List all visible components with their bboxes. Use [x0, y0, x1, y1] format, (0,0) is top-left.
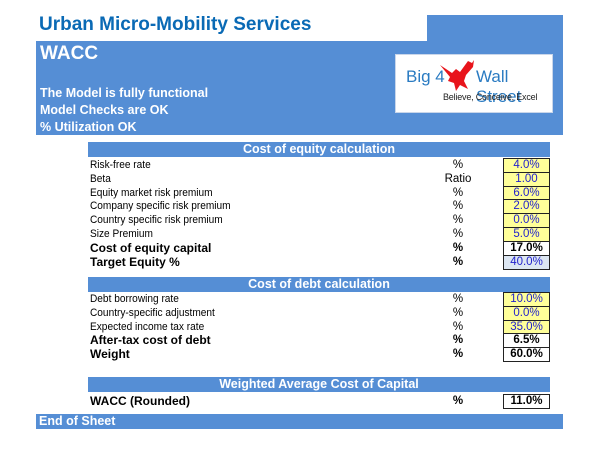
equity-row: Company specific risk premium% 2.0% — [88, 199, 550, 215]
row-unit: Ratio — [444, 172, 472, 185]
row-label: Weight — [90, 347, 130, 362]
equity-row: Cost of equity capital% 17.0% — [88, 240, 550, 256]
row-label: Cost of equity capital — [90, 240, 212, 255]
equity-row: Size Premium% 5.0% — [88, 227, 550, 242]
status-utilization: % Utilization OK — [40, 120, 137, 134]
row-unit: % — [452, 320, 464, 333]
row-unit: % — [452, 395, 464, 407]
row-label: Size Premium — [90, 228, 153, 240]
wacc-row: WACC (Rounded)% 11.0% — [88, 394, 550, 409]
equity-row: Target Equity %% 40.0% — [88, 254, 550, 270]
row-value-cell[interactable]: 10.0% — [503, 292, 550, 307]
row-value-cell: 40.0% — [503, 254, 550, 270]
row-label: Expected income tax rate — [90, 320, 205, 333]
row-unit: % — [452, 214, 464, 227]
row-unit: % — [452, 186, 464, 199]
status-model-checks: Model Checks are OK — [40, 103, 169, 117]
row-value-cell[interactable]: 0.0% — [503, 305, 550, 321]
row-unit: % — [452, 334, 464, 347]
row-value-cell[interactable]: 2.0% — [503, 199, 550, 215]
row-unit: % — [452, 241, 464, 254]
sheet-title: WACC — [40, 43, 99, 64]
row-value-cell[interactable]: 0.0% — [503, 213, 550, 229]
row-label: After-tax cost of debt — [90, 333, 211, 348]
row-value-cell: 11.0% — [503, 394, 550, 409]
row-value-cell: 6.5% — [503, 333, 550, 349]
equity-row: Country specific risk premium% 0.0% — [88, 213, 550, 229]
debt-row: Expected income tax rate% 35.0% — [88, 319, 550, 335]
eagle-icon — [440, 60, 474, 91]
row-unit: % — [452, 293, 464, 305]
row-unit: % — [452, 348, 464, 361]
end-of-sheet-banner: End of Sheet — [36, 414, 563, 429]
row-unit: % — [452, 255, 464, 268]
row-unit: % — [452, 200, 464, 213]
row-value-cell: 60.0% — [503, 347, 550, 363]
equity-row: Beta Ratio 1.00 — [88, 171, 550, 187]
row-value-cell[interactable]: 4.0% — [503, 158, 550, 173]
logo-tagline: Believe, Conceive, Excel — [443, 92, 538, 102]
row-label: WACC (Rounded) — [90, 394, 190, 408]
row-value-cell[interactable]: 5.0% — [503, 227, 550, 242]
row-label: Beta — [90, 172, 111, 185]
debt-row: Weight% 60.0% — [88, 347, 550, 363]
row-label: Target Equity % — [90, 254, 180, 269]
logo: Big 4 Wall Street Believe, Conceive, Exc… — [395, 54, 553, 113]
equity-row: Risk-free rate% 4.0% — [88, 158, 550, 173]
row-value-cell: 17.0% — [503, 240, 550, 256]
logo-text-right: Wall Street — [476, 67, 522, 106]
row-unit: % — [452, 306, 464, 319]
row-label: Company specific risk premium — [90, 200, 231, 213]
row-value-cell[interactable]: 1.00 — [503, 171, 550, 187]
status-model-functional: The Model is fully functional — [40, 86, 209, 100]
logo-text-left: Big 4 — [406, 67, 445, 86]
debt-row: After-tax cost of debt% 6.5% — [88, 333, 550, 349]
equity-section-header: Cost of equity calculation — [88, 142, 550, 157]
row-unit: % — [452, 159, 464, 171]
equity-row: Equity market risk premium% 6.0% — [88, 185, 550, 201]
row-label: Country-specific adjustment — [90, 306, 215, 319]
debt-row: Debt borrowing rate% 10.0% — [88, 292, 550, 307]
row-value-cell[interactable]: 6.0% — [503, 185, 550, 201]
row-label: Country specific risk premium — [90, 214, 223, 227]
company-title: Urban Micro-Mobility Services — [39, 14, 312, 35]
row-label: Debt borrowing rate — [90, 293, 179, 305]
debt-row: Country-specific adjustment% 0.0% — [88, 305, 550, 321]
row-value-cell[interactable]: 35.0% — [503, 319, 550, 335]
row-unit: % — [452, 228, 464, 240]
header-banner-top — [427, 15, 563, 42]
row-label: Equity market risk premium — [90, 186, 213, 199]
row-label: Risk-free rate — [90, 159, 151, 171]
debt-section-header: Cost of debt calculation — [88, 277, 550, 292]
wacc-section-header: Weighted Average Cost of Capital — [88, 377, 550, 392]
